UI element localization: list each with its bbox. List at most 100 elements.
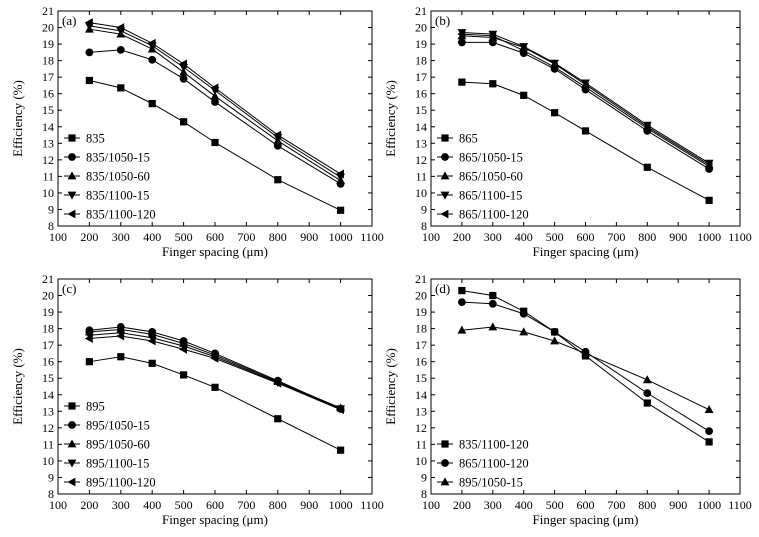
series-895/1050-15 (457, 322, 714, 414)
legend-item: 865 (437, 132, 478, 146)
data-point (210, 91, 220, 100)
panel-label: (a) (62, 13, 76, 28)
legend-item: 895/1050-60 (64, 438, 150, 452)
panel-b: 100 200 300 400 500 600 700 800 900 1000 1100 8 9 10 1… (383, 4, 752, 259)
data-point (551, 109, 559, 117)
legend-item: 895 (64, 400, 105, 414)
data-point (85, 358, 93, 366)
x-axis-label: Finger spacing (μm) (533, 244, 639, 259)
legend-label: 865 (459, 132, 478, 146)
legend-marker (67, 439, 77, 448)
x-tick-label: 700 (237, 498, 255, 512)
y-tick-label: 14 (42, 120, 54, 134)
x-tick-label: 900 (300, 230, 318, 244)
x-axis-label: Finger spacing (μm) (533, 512, 639, 527)
data-point (336, 169, 344, 179)
data-point (210, 353, 219, 363)
x-tick-label: 500 (546, 230, 564, 244)
y-tick-label: 13 (42, 136, 54, 150)
data-point (84, 18, 93, 27)
data-point (148, 55, 157, 64)
series-835/1050-15 (85, 45, 345, 188)
x-tick-label: 400 (143, 230, 161, 244)
y-tick-label: 8 (48, 487, 54, 501)
x-tick-label: 100 (422, 498, 440, 512)
legend-label: 835/1100-120 (459, 438, 529, 452)
x-tick-label: 700 (237, 230, 255, 244)
data-point (458, 38, 466, 47)
data-point (520, 91, 528, 99)
legend-label: 895/1100-120 (86, 476, 156, 490)
y-axis-label: Efficiency (%) (383, 348, 398, 425)
data-point (642, 124, 651, 133)
x-tick-label: 100 (49, 498, 67, 512)
legend-marker (67, 209, 76, 219)
x-tick-label: 800 (269, 230, 287, 244)
y-tick-label: 15 (415, 371, 427, 385)
data-point (116, 331, 125, 341)
y-tick-label: 15 (42, 371, 54, 385)
series-865/1100-15 (457, 29, 714, 168)
x-tick-label: 1100 (728, 498, 752, 512)
legend: 835/1100-120 865/1100-120 895/1050-15 (437, 438, 529, 490)
data-point (457, 29, 466, 39)
legend: 865 865/1050-15 865/1050-60 865/1100-15 865/… (437, 132, 529, 222)
legend-item: 865/1100-120 (437, 208, 529, 222)
data-point (580, 82, 589, 92)
legend-label: 835/1050-15 (86, 151, 150, 165)
legend-marker (441, 134, 449, 142)
data-point (147, 38, 156, 48)
legend-label: 865/1100-15 (459, 189, 522, 203)
data-point (643, 163, 651, 171)
y-tick-label: 14 (42, 388, 54, 402)
series-895/1100-15 (85, 329, 345, 414)
series-865/1100-120 (457, 29, 713, 171)
legend-item: 865/1100-15 (437, 189, 522, 203)
y-tick-label: 18 (42, 322, 54, 336)
data-point (457, 325, 467, 334)
series-line (89, 332, 341, 410)
legend-marker (441, 459, 449, 467)
y-tick-label: 21 (415, 272, 427, 286)
x-tick-label: 1000 (329, 230, 353, 244)
data-point (519, 43, 529, 52)
y-tick-label: 16 (42, 355, 54, 369)
data-point (84, 334, 93, 343)
x-tick-label: 200 (80, 498, 98, 512)
data-point (116, 23, 125, 32)
legend-item: 865/1050-15 (437, 151, 523, 165)
x-tick-label: 400 (515, 230, 533, 244)
legend-label: 895 (86, 400, 105, 414)
y-tick-label: 13 (42, 404, 54, 418)
data-point (488, 322, 498, 331)
data-point (489, 80, 497, 88)
series-835/1100-120 (84, 18, 344, 179)
y-tick-label: 11 (415, 169, 427, 183)
data-point (550, 336, 559, 345)
panel-a: 100 200 300 400 500 600 700 800 900 1000 1100 8 9 10 1… (10, 4, 384, 259)
x-tick-label: 500 (175, 230, 193, 244)
y-tick-label: 17 (415, 338, 427, 352)
y-tick-label: 9 (421, 202, 427, 216)
legend: 835 835/1050-15 835/1050-60 835/1100-15 835/… (64, 132, 156, 222)
data-point (550, 62, 558, 72)
x-tick-label: 200 (453, 498, 471, 512)
y-tick-label: 13 (415, 404, 427, 418)
data-point (704, 162, 713, 171)
y-tick-label: 21 (415, 4, 427, 18)
x-tick-label: 400 (515, 498, 533, 512)
series-865/1100-120 (458, 298, 713, 436)
x-tick-label: 500 (546, 498, 564, 512)
data-point (211, 98, 219, 106)
data-point (705, 438, 713, 446)
x-tick-label: 600 (206, 230, 224, 244)
data-point (458, 78, 466, 86)
legend-item: 865/1050-60 (437, 170, 523, 184)
legend-marker (67, 191, 77, 200)
data-point (117, 353, 125, 361)
data-point (180, 371, 188, 379)
series-line (89, 356, 341, 451)
x-tick-label: 800 (638, 230, 656, 244)
legend-marker (440, 477, 450, 486)
x-tick-label: 600 (206, 498, 224, 512)
